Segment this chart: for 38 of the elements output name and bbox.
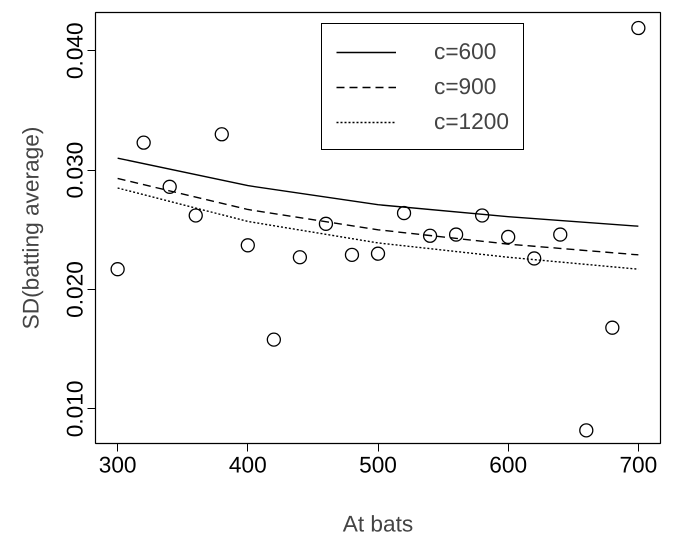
point xyxy=(240,238,255,252)
line-series xyxy=(116,178,640,256)
point xyxy=(318,216,334,231)
point xyxy=(344,248,360,262)
y-tick-label: 0.010 xyxy=(62,380,88,438)
point xyxy=(553,227,568,242)
point xyxy=(162,180,177,194)
point xyxy=(448,227,464,242)
point xyxy=(422,228,438,243)
point xyxy=(370,246,386,261)
point xyxy=(501,230,516,244)
line-series xyxy=(116,187,640,270)
x-tick-label: 700 xyxy=(619,452,658,478)
y-tick-label: 0.040 xyxy=(62,22,88,80)
x-tick-label: 400 xyxy=(228,452,267,478)
legend-label: c=1200 xyxy=(434,108,509,135)
point xyxy=(266,332,282,347)
point xyxy=(579,423,594,438)
point xyxy=(527,251,542,266)
point xyxy=(214,127,229,142)
point xyxy=(292,250,308,264)
point xyxy=(631,20,646,36)
point xyxy=(605,320,620,335)
point xyxy=(396,206,412,220)
legend-label: c=900 xyxy=(434,73,496,100)
x-axis-title: At bats xyxy=(342,510,414,536)
x-tick-label: 300 xyxy=(98,452,137,478)
point xyxy=(188,208,203,223)
point xyxy=(136,136,151,150)
y-tick-label: 0.020 xyxy=(62,261,88,318)
x-tick-label: 600 xyxy=(489,452,528,478)
point xyxy=(474,208,490,223)
legend-label: c=600 xyxy=(434,38,496,65)
y-axis-title: SD(batting average) xyxy=(18,126,44,330)
x-tick-label: 500 xyxy=(359,452,397,478)
y-tick-label: 0.030 xyxy=(62,142,88,198)
line-series xyxy=(116,157,640,227)
point xyxy=(110,262,125,276)
